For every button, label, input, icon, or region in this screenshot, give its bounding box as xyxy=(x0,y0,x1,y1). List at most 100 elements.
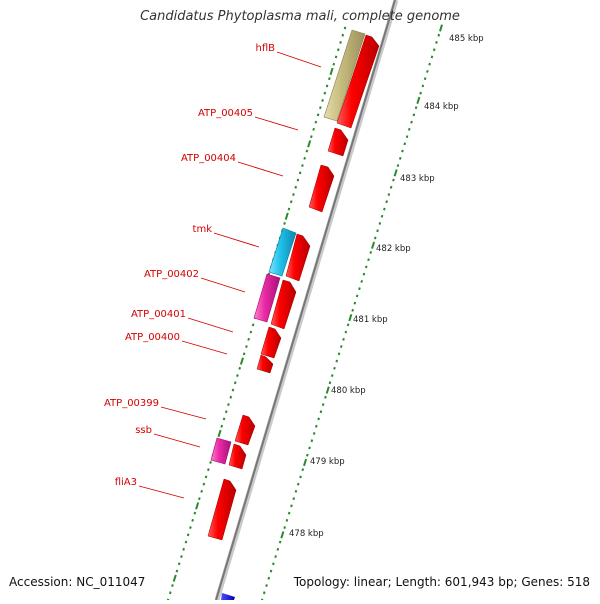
tick-mark xyxy=(239,357,244,365)
tick-mark xyxy=(175,569,179,573)
tick-mark xyxy=(385,200,388,204)
tick-mark xyxy=(182,547,185,551)
gene-fliA3[interactable] xyxy=(207,478,237,541)
gene-ATP_00404[interactable] xyxy=(308,164,335,213)
tick-mark xyxy=(393,169,398,177)
tick-mark xyxy=(285,518,289,522)
tick-mark xyxy=(328,381,332,385)
tick-mark xyxy=(202,482,206,486)
tick-label-481: 481 kbp xyxy=(353,315,388,325)
tick-mark xyxy=(267,576,271,580)
gene-hflB[interactable] xyxy=(323,29,366,122)
tick-mark xyxy=(180,555,183,558)
tick-mark xyxy=(227,403,230,406)
tick-mark xyxy=(325,84,329,88)
tick-mark xyxy=(204,475,208,479)
tick-label-483: 483 kbp xyxy=(400,174,435,184)
tick-mark xyxy=(184,540,188,544)
tick-mark xyxy=(439,24,443,32)
tick-mark xyxy=(426,69,429,73)
tick-mark xyxy=(193,511,197,515)
tick-mark xyxy=(274,555,277,559)
tick-label-485: 485 kbp xyxy=(449,34,484,44)
tick-mark xyxy=(294,489,298,493)
gene-ATP_00402[interactable] xyxy=(253,273,281,323)
tick-mark xyxy=(249,330,253,334)
tick-mark xyxy=(292,497,296,501)
tick-mark xyxy=(168,591,172,595)
tick-mark xyxy=(312,432,316,435)
tick-mark xyxy=(383,207,386,211)
tick-mark xyxy=(316,113,320,117)
tick-mark xyxy=(344,330,348,334)
gene-ATP_00401[interactable] xyxy=(270,279,297,330)
gene-hflB-arrow[interactable] xyxy=(336,34,380,129)
tick-mark xyxy=(378,222,382,225)
gene-label-ssb: ssb xyxy=(135,425,152,436)
tick-mark xyxy=(412,113,416,117)
gene-tmk-arrow[interactable] xyxy=(285,233,311,282)
tick-mark xyxy=(419,91,422,95)
tick-mark xyxy=(332,62,336,66)
tick-mark xyxy=(195,502,200,510)
gene-bottom-blue[interactable] xyxy=(221,593,235,600)
tick-mark xyxy=(191,518,194,522)
tick-mark xyxy=(351,308,354,312)
gene-ssb[interactable] xyxy=(210,437,232,465)
tick-mark xyxy=(310,135,313,139)
tick-mark xyxy=(290,504,293,508)
tick-mark xyxy=(220,424,224,428)
gene-tmk[interactable] xyxy=(268,227,297,277)
tick-mark xyxy=(341,33,345,37)
tick-label-484: 484 kbp xyxy=(424,102,459,112)
tick-mark xyxy=(414,106,418,110)
tick-mark xyxy=(398,156,402,160)
tick-mark xyxy=(321,403,325,406)
tick-mark xyxy=(303,458,308,467)
tick-mark xyxy=(298,171,302,175)
tick-mark xyxy=(224,410,228,414)
tick-mark xyxy=(364,265,368,269)
tick-mark xyxy=(299,475,302,479)
genome-summary-text: Topology: linear; Length: 601,943 bp; Ge… xyxy=(293,575,590,589)
tick-label-480: 480 kbp xyxy=(331,386,366,396)
tick-mark xyxy=(294,185,298,189)
tick-mark xyxy=(362,272,366,276)
tick-mark xyxy=(330,374,334,377)
gene-ATP_00400b[interactable] xyxy=(256,354,274,374)
tick-mark xyxy=(328,77,331,81)
gene-ssb-arrow[interactable] xyxy=(228,443,247,470)
tick-mark xyxy=(247,337,250,341)
tick-mark xyxy=(251,323,255,327)
tick-mark xyxy=(305,149,309,153)
tick-mark xyxy=(287,207,291,211)
tick-mark xyxy=(405,135,409,139)
tick-mark xyxy=(396,164,400,167)
tick-mark xyxy=(315,424,318,428)
genome-backbone-core xyxy=(215,0,396,601)
gene-ATP_00399[interactable] xyxy=(234,414,256,446)
tick-mark xyxy=(289,200,293,204)
tick-mark xyxy=(303,156,306,160)
tick-mark xyxy=(310,439,314,443)
tick-mark xyxy=(284,212,289,220)
gene-ATP_00405[interactable] xyxy=(327,127,349,157)
tick-mark xyxy=(389,185,393,189)
tick-mark xyxy=(189,526,192,529)
tick-mark xyxy=(403,142,407,146)
tick-mark xyxy=(355,294,359,298)
tick-mark xyxy=(421,84,425,88)
accession-text: Accession: NC_011047 xyxy=(9,575,146,589)
tick-mark xyxy=(371,241,376,249)
tick-mark xyxy=(171,584,174,587)
tick-mark xyxy=(269,569,273,573)
tick-mark xyxy=(410,120,413,124)
tick-mark xyxy=(262,591,266,595)
tick-mark xyxy=(367,258,370,262)
gene-ATP_00400[interactable] xyxy=(260,326,282,359)
tick-mark xyxy=(407,127,411,131)
tick-mark xyxy=(186,533,190,537)
tick-mark xyxy=(278,540,282,544)
tick-mark xyxy=(329,67,334,76)
